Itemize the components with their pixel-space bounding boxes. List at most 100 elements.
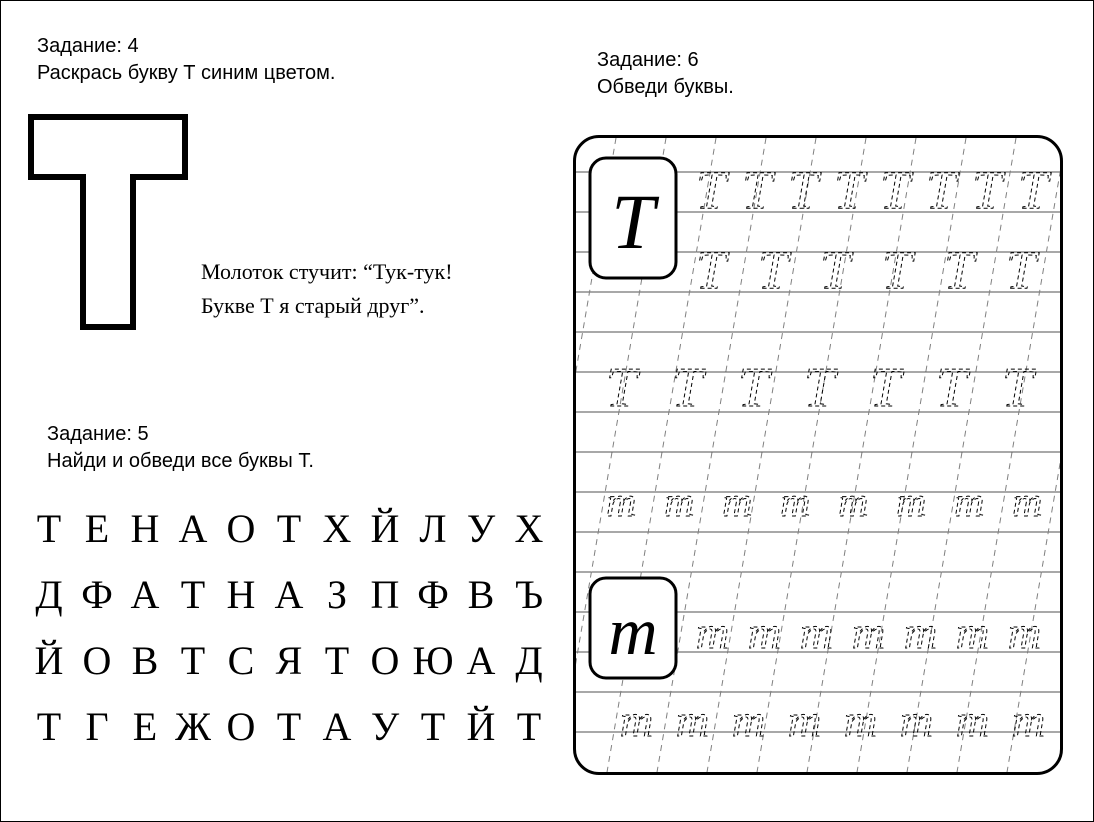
letter-cell: Т: [169, 641, 217, 681]
letter-grid-row: ТГЕЖОТАУТЙТ: [25, 707, 553, 747]
letter-cell: Н: [121, 509, 169, 549]
letter-cell: Й: [25, 641, 73, 681]
svg-text:т: т: [838, 480, 868, 526]
svg-text:т: т: [844, 695, 877, 746]
rhyme-text: Молоток стучит: “Тук-тук! Букве Т я стар…: [201, 255, 453, 323]
letter-cell: П: [361, 575, 409, 615]
svg-text:Т: Т: [672, 357, 707, 419]
svg-text:Т: Т: [696, 240, 730, 300]
letter-cell: Ю: [409, 641, 457, 681]
letter-grid-row: ДФАТНАЗПФВЪ: [25, 575, 553, 615]
writing-practice-panel: ТтТТТТТТТТТТТТТТТТТТТТТттттттттттттттттт…: [573, 135, 1063, 775]
letter-cell: Т: [169, 575, 217, 615]
letter-cell: Я: [265, 641, 313, 681]
letter-cell: Т: [313, 641, 361, 681]
svg-text:Т: Т: [1018, 160, 1052, 220]
letter-cell: Е: [73, 509, 121, 549]
svg-text:Т: Т: [972, 160, 1006, 220]
letter-cell: Л: [409, 509, 457, 549]
task5-header: Задание: 5 Найди и обведи все буквы Т.: [47, 421, 314, 475]
rhyme-line2: Букве Т я старый друг”.: [201, 289, 453, 323]
svg-text:т: т: [852, 607, 885, 658]
writing-lines-icon: ТтТТТТТТТТТТТТТТТТТТТТТттттттттттттттттт…: [576, 138, 1063, 775]
letter-cell: Ф: [409, 575, 457, 615]
worksheet-page: Задание: 4 Раскрась букву Т синим цветом…: [0, 0, 1094, 822]
task4-header: Задание: 4 Раскрась букву Т синим цветом…: [37, 33, 335, 87]
letter-cell: О: [217, 707, 265, 747]
letter-cell: Т: [25, 509, 73, 549]
rhyme-line1: Молоток стучит: “Тук-тук!: [201, 255, 453, 289]
svg-text:Т: Т: [758, 240, 792, 300]
letter-cell: Т: [265, 509, 313, 549]
svg-text:Т: Т: [944, 240, 978, 300]
letter-cell: Д: [25, 575, 73, 615]
svg-text:т: т: [664, 480, 694, 526]
letter-cell: Т: [505, 707, 553, 747]
svg-text:Т: Т: [820, 240, 854, 300]
letter-grid: ТЕНАОТХЙЛУХДФАТНАЗПФВЪЙОВТСЯТОЮАДТГЕЖОТА…: [25, 509, 553, 773]
svg-text:Т: Т: [834, 160, 868, 220]
letter-grid-row: ЙОВТСЯТОЮАД: [25, 641, 553, 681]
letter-cell: А: [121, 575, 169, 615]
svg-text:т: т: [904, 607, 937, 658]
letter-cell: А: [265, 575, 313, 615]
letter-cell: Н: [217, 575, 265, 615]
svg-text:т: т: [1012, 480, 1042, 526]
letter-cell: Т: [265, 707, 313, 747]
svg-text:Т: Т: [1006, 240, 1040, 300]
letter-cell: Т: [25, 707, 73, 747]
svg-text:Т: Т: [742, 160, 776, 220]
svg-text:т: т: [676, 695, 709, 746]
letter-cell: У: [457, 509, 505, 549]
letter-cell: А: [313, 707, 361, 747]
svg-text:т: т: [1008, 607, 1041, 658]
letter-t-outline-icon: [23, 109, 193, 344]
svg-text:т: т: [748, 607, 781, 658]
letter-cell: Ъ: [505, 575, 553, 615]
svg-text:т: т: [956, 695, 989, 746]
svg-text:Т: Т: [936, 357, 971, 419]
svg-text:т: т: [900, 695, 933, 746]
letter-cell: А: [169, 509, 217, 549]
letter-cell: У: [361, 707, 409, 747]
task6-instruction: Обведи буквы.: [597, 74, 734, 101]
svg-text:Т: Т: [611, 178, 659, 265]
svg-text:т: т: [896, 480, 926, 526]
letter-cell: З: [313, 575, 361, 615]
letter-cell: С: [217, 641, 265, 681]
letter-cell: Е: [121, 707, 169, 747]
letter-cell: В: [121, 641, 169, 681]
task6-header: Задание: 6 Обведи буквы.: [597, 47, 734, 101]
svg-text:Т: Т: [882, 240, 916, 300]
svg-text:Т: Т: [880, 160, 914, 220]
task5-instruction: Найди и обведи все буквы Т.: [47, 448, 314, 475]
letter-cell: Д: [505, 641, 553, 681]
svg-text:т: т: [1012, 695, 1045, 746]
task4-instruction: Раскрась букву Т синим цветом.: [37, 60, 335, 87]
svg-text:т: т: [696, 607, 729, 658]
letter-cell: Й: [361, 509, 409, 549]
svg-text:Т: Т: [926, 160, 960, 220]
task5-label: Задание: 5: [47, 421, 314, 448]
svg-text:т: т: [788, 695, 821, 746]
svg-text:Т: Т: [788, 160, 822, 220]
svg-text:Т: Т: [1002, 357, 1037, 419]
letter-cell: Х: [505, 509, 553, 549]
letter-cell: О: [217, 509, 265, 549]
svg-text:т: т: [722, 480, 752, 526]
svg-text:т: т: [620, 695, 653, 746]
svg-text:Т: Т: [606, 357, 641, 419]
letter-cell: В: [457, 575, 505, 615]
svg-text:т: т: [954, 480, 984, 526]
letter-cell: Г: [73, 707, 121, 747]
letter-cell: Х: [313, 509, 361, 549]
svg-text:т: т: [780, 480, 810, 526]
svg-text:т: т: [956, 607, 989, 658]
svg-text:Т: Т: [870, 357, 905, 419]
letter-cell: О: [361, 641, 409, 681]
task6-label: Задание: 6: [597, 47, 734, 74]
letter-cell: Ф: [73, 575, 121, 615]
letter-cell: Т: [409, 707, 457, 747]
letter-cell: Ж: [169, 707, 217, 747]
svg-text:т: т: [800, 607, 833, 658]
